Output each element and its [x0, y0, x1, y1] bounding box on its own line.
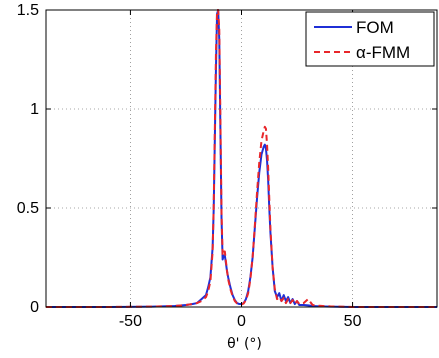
series-line-alpha-fmm [46, 9, 437, 308]
axis-ticks: -50 0 50 0 0.5 1 1.5 [17, 2, 437, 330]
legend: FOM α-FMM [305, 11, 435, 67]
x-tick-label: -50 [119, 313, 142, 330]
legend-box [305, 11, 435, 67]
series-lines [46, 9, 437, 308]
legend-label-alpha-fmm: α-FMM [356, 43, 410, 62]
y-tick-label: 1 [30, 101, 39, 118]
y-tick-label: 0 [30, 299, 39, 316]
grid [46, 10, 437, 307]
legend-label-fom: FOM [356, 18, 394, 37]
x-tick-label: 50 [344, 313, 362, 330]
y-tick-label: 0.5 [17, 200, 39, 217]
x-tick-label: 0 [237, 313, 246, 330]
y-tick-label: 1.5 [17, 2, 39, 19]
x-axis-label: θ' (°) [227, 336, 262, 352]
